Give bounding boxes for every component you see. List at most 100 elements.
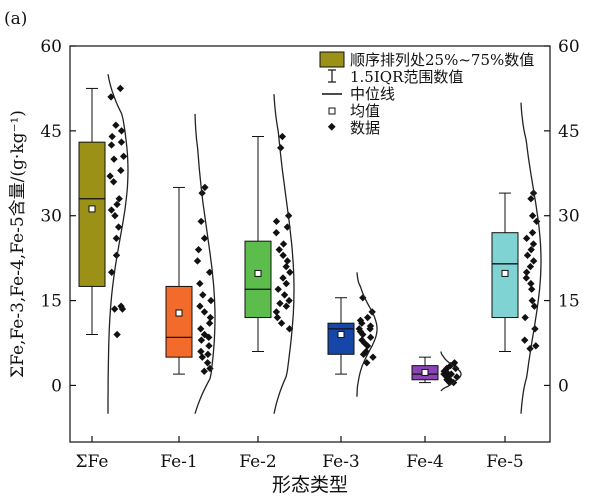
- data-point: [358, 319, 366, 327]
- data-point: [278, 132, 287, 141]
- data-point: [522, 274, 530, 282]
- data-point: [200, 308, 209, 316]
- data-point: [204, 350, 212, 358]
- data-point: [523, 251, 532, 259]
- data-point: [527, 245, 535, 254]
- box: [165, 285, 193, 358]
- x-tick-label: Fe-4: [406, 452, 444, 472]
- data-point: [114, 223, 123, 231]
- data-point: [200, 367, 208, 375]
- density-curve: [194, 113, 216, 414]
- box: [327, 322, 355, 355]
- data-point: [285, 296, 293, 305]
- data-point: [529, 240, 538, 248]
- data-point: [521, 313, 529, 322]
- right-tick-label: 60: [558, 37, 580, 57]
- plot-frame: [69, 45, 551, 443]
- box: [78, 141, 106, 287]
- data-point: [532, 342, 540, 350]
- data-point: [366, 325, 374, 333]
- data-point: [272, 217, 281, 226]
- mean-marker: [254, 269, 262, 277]
- data-point: [116, 84, 125, 93]
- x-tick-label: ΣFe: [76, 452, 109, 472]
- data-point: [272, 308, 281, 316]
- data-point: [205, 319, 214, 327]
- data-point: [277, 319, 286, 327]
- data-point: [196, 302, 204, 310]
- legend-whisker-label: 1.5IQR范围数值: [350, 68, 463, 86]
- left-tick-label: 15: [40, 292, 62, 312]
- legend-whisker-icon: [328, 69, 336, 83]
- right-axis: 0 15 30 45 60: [544, 37, 580, 396]
- mean-marker: [501, 269, 509, 277]
- left-tick-label: 0: [51, 376, 62, 396]
- data-point: [275, 245, 283, 254]
- data-point: [201, 183, 209, 192]
- panel-label: (a): [4, 9, 27, 29]
- right-tick-label: 15: [558, 292, 580, 312]
- right-tick-label: 45: [558, 122, 580, 142]
- data-point: [206, 313, 215, 322]
- data-point: [522, 234, 531, 243]
- data-point: [359, 350, 368, 358]
- data-point: [531, 325, 539, 333]
- data-point: [110, 155, 118, 163]
- density-curve: [520, 102, 542, 414]
- data-point: [272, 229, 280, 237]
- density-curve: [440, 351, 462, 392]
- density-curve: [356, 272, 378, 397]
- box-group-5: [411, 351, 462, 392]
- data-point: [528, 229, 537, 237]
- left-tick-label: 60: [40, 37, 62, 57]
- mean-marker: [421, 368, 429, 376]
- density-curve: [107, 74, 129, 414]
- data-point: [198, 353, 206, 361]
- data-point: [369, 353, 377, 361]
- left-tick-label: 45: [40, 122, 62, 142]
- data-point: [106, 172, 114, 180]
- y-axis-label: ΣFe,Fe-3,Fe-4,Fe-5含量/(g·kg⁻¹): [8, 110, 28, 378]
- x-tick-label: Fe-5: [486, 452, 524, 472]
- plot-area: [78, 74, 542, 414]
- data-point: [112, 234, 121, 243]
- data-point: [522, 268, 531, 276]
- x-tick-label: Fe-3: [322, 452, 360, 472]
- left-axis: 0 15 30 45 60: [40, 37, 76, 396]
- data-point: [119, 152, 128, 160]
- data-point: [109, 178, 118, 186]
- data-point: [279, 251, 287, 259]
- data-point: [111, 212, 119, 220]
- mean-marker: [337, 331, 345, 339]
- legend-points-label: 数据: [350, 119, 380, 137]
- data-point: [196, 279, 204, 288]
- data-point: [107, 206, 116, 214]
- data-point: [117, 138, 126, 146]
- data-point: [527, 279, 535, 288]
- data-point: [527, 195, 535, 203]
- data-point: [359, 294, 367, 302]
- legend-mean-label: 均值: [350, 102, 380, 120]
- data-point: [283, 257, 292, 265]
- data-point: [197, 347, 205, 356]
- data-point: [530, 302, 539, 310]
- legend: 顺序排列处25%~75%数值 1.5IQR范围数值 中位线 均值 数据: [319, 51, 534, 137]
- mean-marker: [88, 205, 96, 213]
- data-point: [526, 344, 534, 353]
- data-point: [115, 195, 123, 203]
- data-point: [282, 262, 290, 271]
- data-point: [529, 257, 538, 265]
- data-point: [197, 217, 205, 226]
- legend-points-icon: [327, 122, 336, 131]
- x-axis-label: 形态类型: [272, 474, 348, 496]
- data-point: [447, 370, 455, 378]
- data-point: [366, 333, 375, 342]
- data-point: [205, 333, 213, 342]
- data-point: [282, 279, 290, 288]
- density-curve: [273, 94, 295, 414]
- data-point: [280, 291, 289, 299]
- data-point: [528, 212, 537, 220]
- data-point: [117, 166, 125, 175]
- data-point: [117, 127, 126, 135]
